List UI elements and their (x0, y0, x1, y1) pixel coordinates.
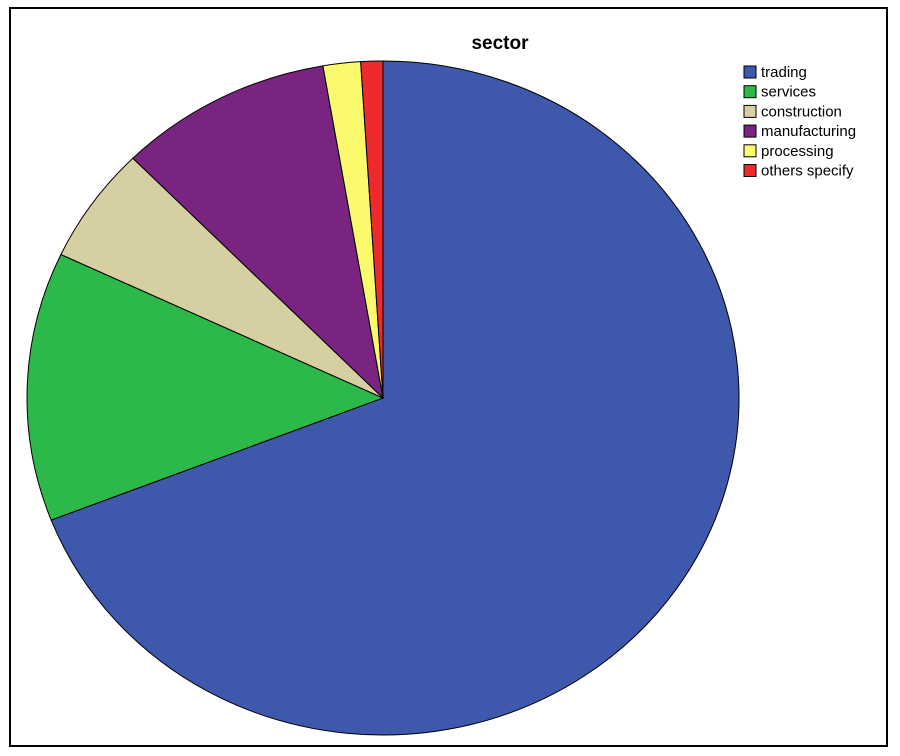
chart-title: sector (471, 33, 529, 54)
legend-label: trading (761, 64, 807, 81)
legend-swatch (743, 65, 757, 79)
legend-label: processing (761, 143, 834, 160)
legend-label: others specify (761, 162, 854, 179)
legend-label: construction (761, 103, 842, 120)
pie-slice (26, 253, 385, 521)
legend-swatch (743, 85, 757, 99)
legend-label: manufacturing (761, 123, 856, 140)
pie-slice (360, 60, 384, 399)
pie-slice (132, 65, 384, 400)
legend-swatch (743, 164, 757, 177)
legend-swatch (743, 124, 757, 138)
legend-swatch (743, 144, 757, 158)
legend-label: services (761, 84, 816, 101)
legend-swatch (743, 104, 757, 118)
pie-slice (50, 60, 740, 736)
